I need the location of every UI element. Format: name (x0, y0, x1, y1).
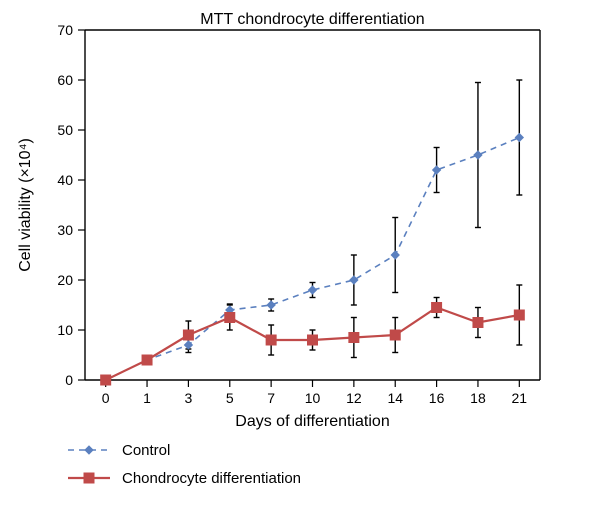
data-point-square (84, 473, 94, 483)
data-point-square (101, 375, 111, 385)
data-point-square (225, 313, 235, 323)
data-point-square (183, 330, 193, 340)
x-tick-label: 7 (267, 390, 275, 406)
mtt-chart: MTT chondrocyte differentiation010203040… (0, 0, 600, 525)
y-tick-label: 0 (65, 372, 73, 388)
x-tick-label: 0 (102, 390, 110, 406)
x-tick-label: 12 (346, 390, 362, 406)
x-axis-label: Days of differentiation (235, 413, 389, 430)
data-point-square (142, 355, 152, 365)
x-tick-label: 18 (470, 390, 486, 406)
y-tick-label: 50 (57, 122, 73, 138)
legend-label: Chondrocyte differentiation (122, 470, 301, 487)
x-tick-label: 3 (185, 390, 193, 406)
y-tick-label: 70 (57, 22, 73, 38)
y-tick-label: 40 (57, 172, 73, 188)
chart-title: MTT chondrocyte differentiation (200, 11, 424, 28)
y-tick-label: 10 (57, 322, 73, 338)
y-axis-label: Cell viability (×10⁴) (17, 138, 34, 272)
x-tick-label: 14 (387, 390, 403, 406)
data-point-square (308, 335, 318, 345)
x-tick-label: 1 (143, 390, 151, 406)
data-point-square (432, 303, 442, 313)
x-tick-label: 5 (226, 390, 234, 406)
x-tick-label: 21 (512, 390, 528, 406)
data-point-square (266, 335, 276, 345)
data-point-square (349, 333, 359, 343)
x-tick-label: 10 (305, 390, 321, 406)
legend-label: Control (122, 442, 170, 459)
data-point-square (473, 318, 483, 328)
y-tick-label: 20 (57, 272, 73, 288)
y-tick-label: 30 (57, 222, 73, 238)
data-point-square (390, 330, 400, 340)
x-tick-label: 16 (429, 390, 445, 406)
y-tick-label: 60 (57, 72, 73, 88)
data-point-square (514, 310, 524, 320)
chart-svg: MTT chondrocyte differentiation010203040… (0, 0, 600, 525)
